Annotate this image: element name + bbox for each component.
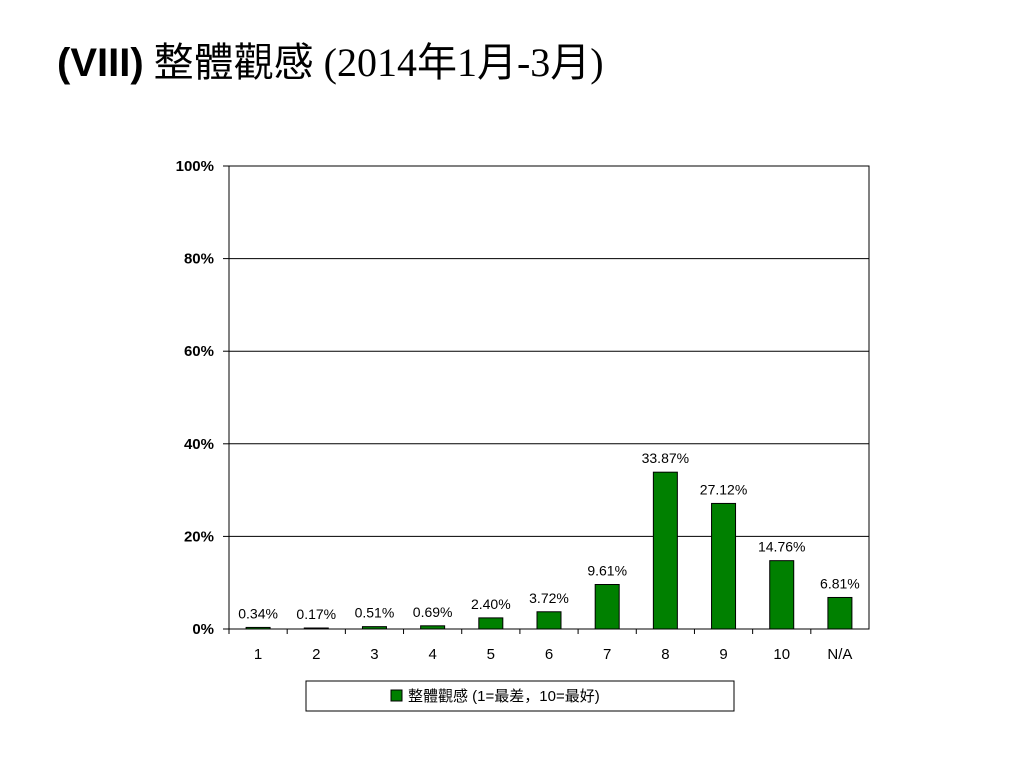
- data-label: 33.87%: [642, 450, 689, 466]
- y-tick-label: 60%: [184, 343, 214, 360]
- x-tick-label: 3: [370, 646, 378, 663]
- plot-area: [228, 165, 870, 630]
- data-label: 0.51%: [355, 605, 395, 621]
- x-tick-label: 6: [545, 646, 553, 663]
- x-tick-label: 8: [661, 646, 669, 663]
- bar: [361, 626, 387, 630]
- x-tick-label: 5: [487, 646, 495, 663]
- bar: [769, 560, 795, 630]
- y-axis: 0% 20% 40% 60% 80% 100%: [176, 158, 229, 638]
- title-prefix: (VIII): [57, 41, 144, 85]
- bar: [478, 617, 504, 630]
- bar: [420, 625, 446, 630]
- bars: [245, 471, 853, 630]
- y-tick-label: 80%: [184, 251, 214, 268]
- data-label: 6.81%: [820, 575, 860, 591]
- x-tick-label: 1: [254, 646, 262, 663]
- y-tick-label: 40%: [184, 436, 214, 453]
- slide-title: (VIII) 整體觀感 (2014年1月-3月): [57, 30, 604, 88]
- x-axis: 1 2 3 4 5 6 7 8 9 10 N/A: [228, 629, 852, 663]
- data-label: 14.76%: [758, 539, 805, 555]
- data-label: 3.72%: [529, 590, 569, 606]
- legend-label: 整體觀感 (1=最差，10=最好): [408, 688, 600, 705]
- bar: [245, 626, 271, 630]
- bar: [827, 596, 853, 630]
- bar: [536, 611, 562, 630]
- bar: [303, 627, 329, 630]
- data-label: 0.17%: [296, 606, 336, 622]
- gridlines: [229, 258, 869, 537]
- x-tick-label: 9: [719, 646, 727, 663]
- x-tick-label: 2: [312, 646, 320, 663]
- y-tick-label: 0%: [192, 621, 214, 638]
- y-tick-label: 100%: [176, 158, 214, 175]
- bar: [652, 471, 678, 630]
- data-label: 0.34%: [238, 605, 278, 621]
- x-tick-label: 10: [773, 646, 790, 663]
- x-tick-label: 7: [603, 646, 611, 663]
- data-label: 27.12%: [700, 481, 747, 497]
- y-tick-label: 20%: [184, 528, 214, 545]
- title-main: 整體觀感 (2014年1月-3月): [153, 40, 604, 85]
- data-label: 2.40%: [471, 596, 511, 612]
- legend-swatch: [390, 689, 403, 702]
- x-tick-label: N/A: [827, 646, 852, 663]
- data-labels: 0.34% 0.17% 0.51% 0.69% 2.40% 3.72% 9.61% 33.87…: [238, 450, 860, 622]
- data-label: 9.61%: [587, 563, 627, 579]
- legend: 整體觀感 (1=最差，10=最好): [305, 680, 735, 712]
- legend-box: [305, 680, 735, 712]
- bar: [711, 502, 737, 630]
- data-label: 0.69%: [413, 604, 453, 620]
- x-tick-label: 4: [428, 646, 436, 663]
- bar: [594, 584, 620, 630]
